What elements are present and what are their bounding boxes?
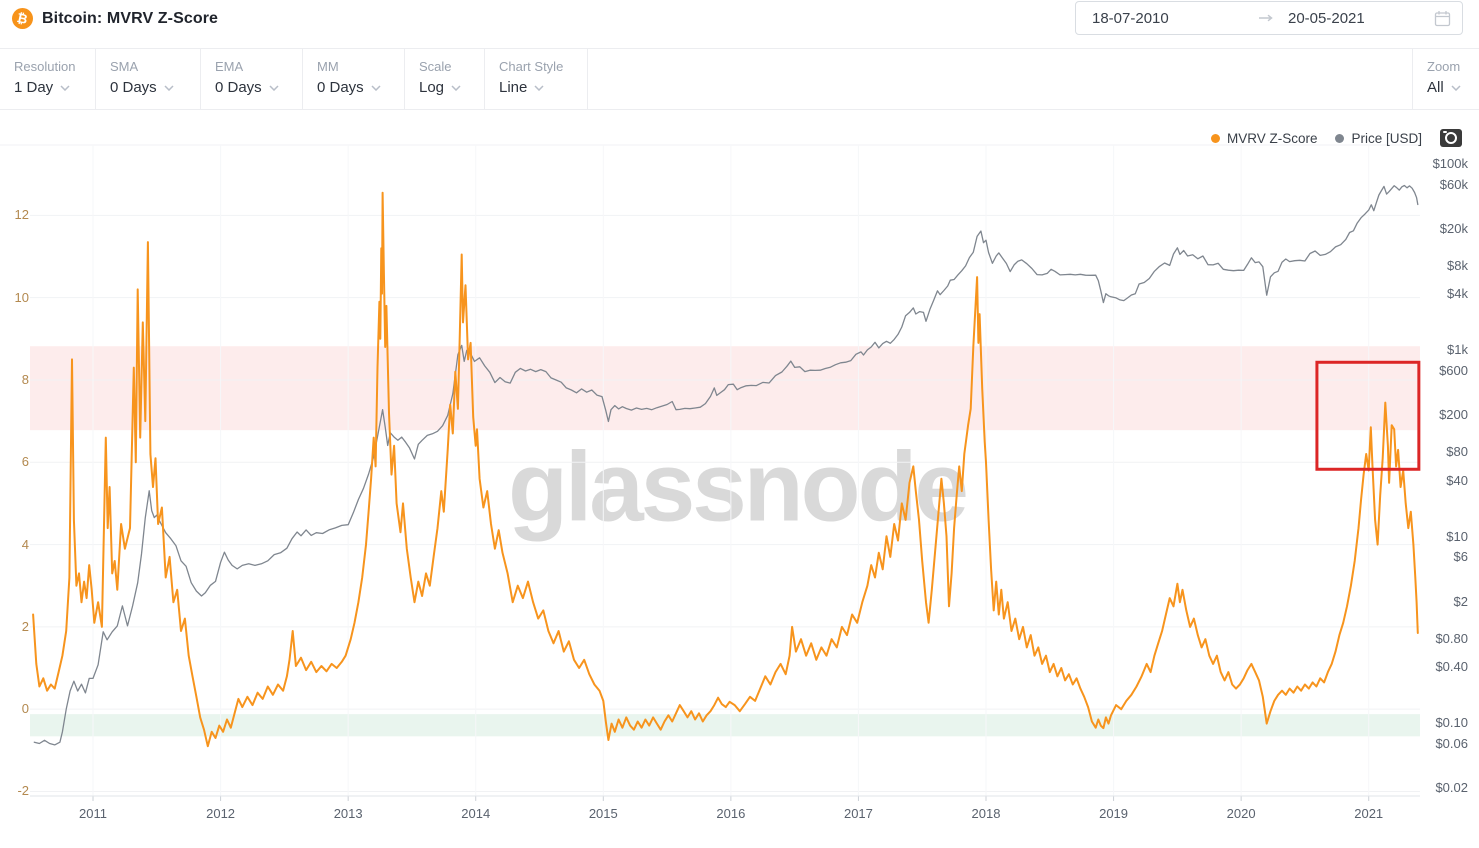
right-axis-tick-label: $60k [1439, 176, 1468, 192]
x-axis-tick-label: 2015 [588, 806, 618, 821]
zoom-label: Zoom [1427, 59, 1461, 74]
calendar-icon[interactable] [1434, 10, 1451, 27]
right-axis-tick-label: $600 [1439, 362, 1468, 378]
glassnode-watermark: glassnode [508, 431, 969, 542]
highlight-rectangle [1315, 360, 1421, 471]
left-axis-tick-label: 0 [21, 701, 29, 717]
undervaluation-band [30, 714, 1420, 737]
x-axis-tick-label: 2017 [843, 806, 873, 821]
scale-dropdown[interactable]: Scale Log [405, 49, 485, 109]
chart-legend: MVRV Z-Score Price [USD] [1210, 129, 1462, 147]
x-axis-tick-label: 2011 [79, 806, 107, 821]
legend-label-mvrv: MVRV Z-Score [1226, 130, 1318, 146]
legend-label-price: Price [USD] [1351, 130, 1422, 146]
x-axis-tick-label: 2018 [971, 806, 1001, 821]
resolution-value: 1 Day [14, 79, 54, 96]
right-axis-tick-label: $0.10 [1435, 714, 1468, 730]
right-axis-tick-label: $0.02 [1435, 779, 1468, 795]
price-line [33, 184, 1419, 746]
left-axis-tick-label: 10 [14, 289, 29, 305]
x-axis-tick-label: 2012 [206, 806, 236, 821]
chart-style-value: Line [499, 79, 528, 96]
right-axis-tick-label: $0.80 [1435, 630, 1468, 646]
left-axis-tick-label: 6 [21, 454, 29, 470]
legend-item-mvrv[interactable]: MVRV Z-Score [1210, 130, 1318, 146]
toolbar: Resolution 1 Day SMA 0 Days EMA 0 Days M… [0, 48, 1479, 110]
legend-dot-price [1335, 133, 1345, 143]
chevron-down-icon [164, 84, 174, 91]
zoom-value: All [1427, 79, 1444, 96]
chart-title-group: ₿ Bitcoin: MVRV Z-Score [12, 8, 218, 29]
date-range-picker[interactable]: 18-07-2010 20-05-2021 [1075, 1, 1463, 35]
sma-dropdown[interactable]: SMA 0 Days [96, 49, 201, 109]
right-axis-tick-label: $0.40 [1435, 658, 1468, 674]
ema-label: EMA [215, 59, 244, 74]
legend-dot-mvrv [1210, 133, 1220, 143]
x-axis-tick-label: 2019 [1099, 806, 1129, 821]
right-axis-tick-label: $200 [1439, 407, 1468, 423]
mvrv-zscore-line [32, 191, 1419, 748]
chevron-down-icon [451, 84, 461, 91]
x-axis-tick-label: 2016 [716, 806, 746, 821]
bitcoin-icon: ₿ [12, 8, 33, 29]
toolbar-spacer [588, 49, 1412, 109]
right-axis-tick-label: $6 [1453, 549, 1468, 565]
ema-value: 0 Days [215, 79, 262, 96]
resolution-label: Resolution [14, 59, 76, 74]
sma-value: 0 Days [110, 79, 157, 96]
chevron-down-icon [60, 84, 70, 91]
left-axis-tick-label: -2 [17, 783, 29, 799]
x-axis-tick-label: 2014 [461, 806, 491, 821]
x-axis-tick-label: 2013 [333, 806, 363, 821]
right-axis-tick-label: $20k [1439, 221, 1468, 237]
zoom-dropdown[interactable]: Zoom All [1412, 49, 1479, 109]
right-axis-tick-label: $10 [1446, 528, 1468, 544]
right-axis-tick-label: $80 [1446, 444, 1468, 460]
right-axis-tick-label: $4k [1447, 286, 1468, 302]
x-axis-tick-label: 2021 [1354, 806, 1384, 821]
legend-item-price[interactable]: Price [USD] [1335, 131, 1422, 146]
sma-label: SMA [110, 59, 139, 74]
chevron-down-icon [371, 84, 381, 91]
camera-screenshot-button[interactable] [1440, 129, 1462, 147]
left-axis-tick-label: 4 [21, 536, 29, 552]
mm-value: 0 Days [317, 79, 364, 96]
right-axis-tick-label: $40 [1446, 472, 1468, 488]
right-axis-tick-label: $100k [1432, 156, 1468, 171]
chevron-down-icon [1451, 84, 1461, 91]
chart-region: glassnode MVRV Z-Score Price [USD] 12 10 8… [0, 110, 1479, 848]
scale-value: Log [419, 79, 445, 96]
header: ₿ Bitcoin: MVRV Z-Score 18-07-2010 20-05… [0, 0, 1479, 48]
mm-label: MM [317, 59, 339, 74]
page-title: Bitcoin: MVRV Z-Score [42, 9, 219, 27]
date-start-input[interactable]: 18-07-2010 [1092, 9, 1169, 27]
scale-label: Scale [419, 59, 452, 74]
chart-style-dropdown[interactable]: Chart Style Line [485, 49, 588, 109]
right-axis-tick-label: $1k [1447, 342, 1468, 358]
right-axis-tick-label: $0.06 [1435, 735, 1468, 751]
chart-style-label: Chart Style [499, 59, 564, 74]
date-end-input[interactable]: 20-05-2021 [1288, 9, 1365, 27]
resolution-dropdown[interactable]: Resolution 1 Day [0, 49, 96, 109]
right-axis-tick-label: $8k [1447, 258, 1468, 274]
chart-plot-area[interactable] [0, 110, 1479, 848]
right-axis-tick-label: $2 [1453, 593, 1468, 609]
left-axis-tick-label: 8 [21, 371, 29, 387]
mm-dropdown[interactable]: MM 0 Days [303, 49, 405, 109]
left-axis-tick-label: 12 [14, 207, 29, 223]
chevron-down-icon [269, 84, 279, 91]
chevron-down-icon [534, 84, 544, 91]
arrow-right-icon [1258, 13, 1274, 23]
ema-dropdown[interactable]: EMA 0 Days [201, 49, 303, 109]
x-axis-tick-label: 2020 [1226, 806, 1256, 821]
left-axis-tick-label: 2 [21, 618, 29, 634]
